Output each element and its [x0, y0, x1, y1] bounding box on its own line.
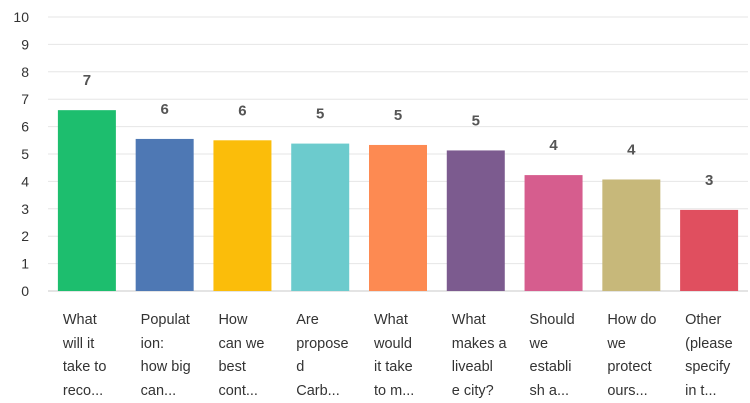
x-tick-label-line: sh a...: [530, 380, 575, 403]
y-tick-label: 7: [21, 91, 29, 107]
bar: [58, 110, 116, 291]
bar: [680, 210, 738, 291]
x-tick-label-line: liveabl: [452, 356, 507, 380]
x-tick-label-line: in t...: [685, 380, 733, 403]
x-tick-label-line: ion:: [141, 333, 191, 357]
y-tick-label: 8: [21, 64, 29, 80]
x-tick-label-line: What: [452, 309, 507, 333]
data-label: 4: [627, 141, 636, 158]
x-tick-label-line: can we: [218, 333, 264, 357]
y-tick-label: 4: [21, 173, 29, 189]
bar: [136, 139, 194, 291]
y-tick-label: 0: [21, 283, 29, 299]
bar: [213, 140, 271, 291]
x-tick-label-line: it take: [374, 356, 414, 380]
x-tick-label-line: d: [296, 356, 348, 380]
bar: [369, 145, 427, 291]
x-tick-label-line: Carb...: [296, 380, 348, 403]
y-tick-label: 5: [21, 146, 29, 162]
x-tick-label-line: best: [218, 356, 264, 380]
y-tick-label: 6: [21, 119, 29, 135]
x-tick-label-line: Are: [296, 309, 348, 333]
bar: [525, 175, 583, 291]
x-tick-label-line: we: [530, 333, 575, 357]
x-tick-label-line: How: [218, 309, 264, 333]
x-tick-label-line: take to: [63, 356, 107, 380]
x-tick-label-line: to m...: [374, 380, 414, 403]
x-tick-label-line: makes a: [452, 333, 507, 357]
bar: [447, 150, 505, 291]
y-tick-label: 1: [21, 256, 29, 272]
x-tick-label-line: we: [607, 333, 656, 357]
data-label: 4: [549, 137, 558, 154]
x-tick-label-line: reco...: [63, 380, 107, 403]
x-tick-label-line: Populat: [141, 309, 191, 333]
data-label: 5: [394, 107, 402, 124]
x-tick-label-line: cont...: [218, 380, 264, 403]
x-tick-label-line: would: [374, 333, 414, 357]
y-axis: 0 1 2 3 4 5 6 7 8 9 10: [13, 9, 29, 299]
data-label: 5: [472, 112, 480, 129]
bar: [602, 179, 660, 291]
x-tick-label-line: can...: [141, 380, 191, 403]
data-label: 6: [160, 101, 168, 118]
bars: [58, 110, 738, 291]
x-tick-label-line: protect: [607, 356, 656, 380]
x-tick-label-line: ours...: [607, 380, 656, 403]
x-tick-label-line: Other: [685, 309, 733, 333]
x-tick-label-line: how big: [141, 356, 191, 380]
x-tick-label-line: establi: [530, 356, 575, 380]
x-tick-label-line: propose: [296, 333, 348, 357]
data-label: 7: [83, 72, 91, 89]
data-label: 3: [705, 172, 713, 189]
x-tick-label-line: What: [374, 309, 414, 333]
x-tick-label-line: specify: [685, 356, 733, 380]
x-tick-label-line: How do: [607, 309, 656, 333]
x-tick-label-line: will it: [63, 333, 107, 357]
y-tick-label: 3: [21, 201, 29, 217]
y-tick-label: 10: [13, 9, 29, 25]
data-label: 6: [238, 102, 246, 119]
data-label: 5: [316, 106, 324, 123]
x-tick-label-line: What: [63, 309, 107, 333]
y-tick-label: 9: [21, 36, 29, 52]
x-tick-label-line: (please: [685, 333, 733, 357]
y-tick-label: 2: [21, 228, 29, 244]
x-tick-label-line: Should: [530, 309, 575, 333]
x-tick-label-line: e city?: [452, 380, 507, 403]
bar: [291, 144, 349, 291]
